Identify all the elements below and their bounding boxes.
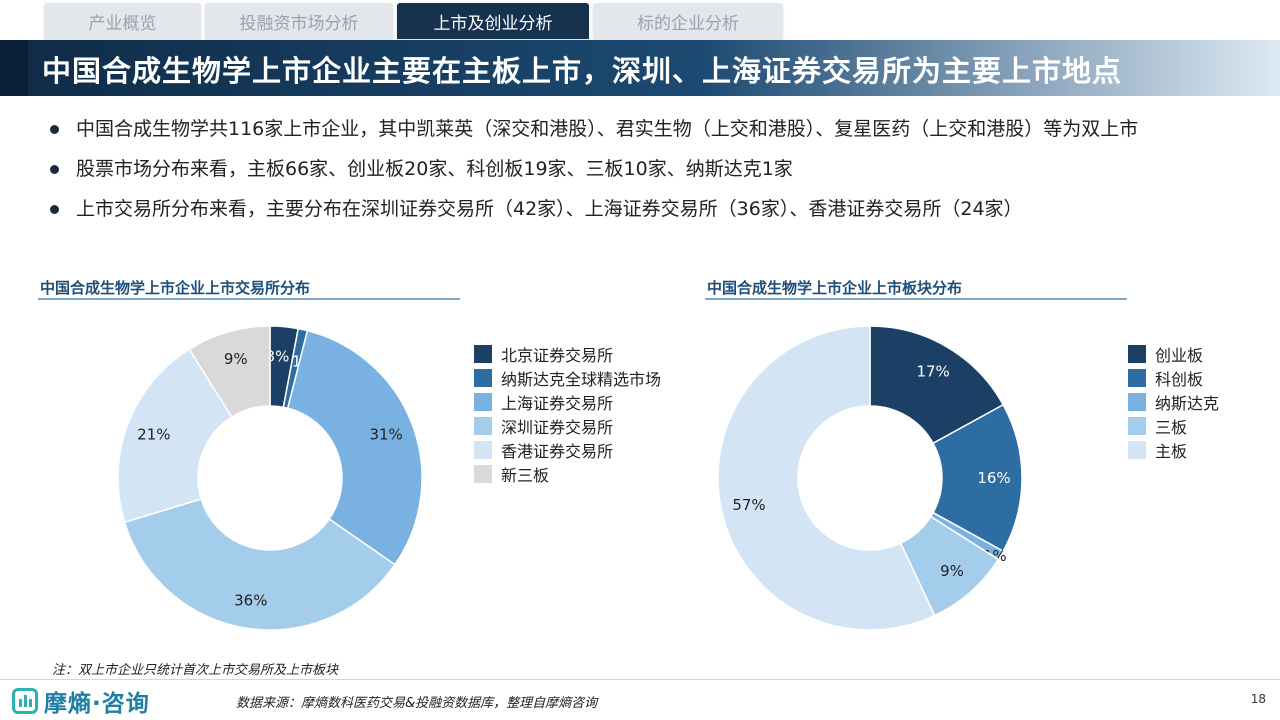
tab-target-companies[interactable]: 标的企业分析 xyxy=(593,3,783,39)
legend-item: 香港证券交易所 xyxy=(474,438,661,462)
legend-label: 纳斯达克全球精选市场 xyxy=(501,370,662,389)
tab-industry-overview[interactable]: 产业概览 xyxy=(44,3,201,39)
logo-text: 摩熵·咨询 xyxy=(44,691,150,717)
legend-label: 上海证券交易所 xyxy=(501,394,614,413)
donut-slice xyxy=(286,329,423,566)
legend-item: 主板 xyxy=(1128,438,1219,462)
slice-label: 3% xyxy=(266,348,290,366)
legend-label: 主板 xyxy=(1155,442,1188,461)
bullet-list: 中国合成生物学共116家上市企业，其中凯莱英（深交和港股）、君实生物（上交和港股… xyxy=(46,114,1246,234)
bullet-text: 上市交易所分布来看，主要分布在深圳证券交易所（42家）、上海证券交易所（36家）… xyxy=(76,198,1023,220)
legend-swatch xyxy=(474,393,492,411)
bullet-text: 股票市场分布来看，主板66家、创业板20家、科创板19家、三板10家、纳斯达克1… xyxy=(76,158,793,180)
legend-item: 科创板 xyxy=(1128,366,1219,390)
bullet-dot xyxy=(50,165,59,174)
bullet-dot xyxy=(50,125,59,134)
legend-label: 新三板 xyxy=(501,466,550,485)
legend-item: 创业板 xyxy=(1128,342,1219,366)
tab-listing-analysis[interactable]: 上市及创业分析 xyxy=(397,3,589,39)
board-donut-chart: 17%16%1%9%57% xyxy=(717,325,1023,631)
exchange-legend: 北京证券交易所纳斯达克全球精选市场 上海证券交易所 深圳证券交易所 香港证券交易所 新三… xyxy=(474,342,661,486)
donut-slice xyxy=(188,325,271,419)
legend-label: 深圳证券交易所 xyxy=(501,418,614,437)
legend-swatch xyxy=(474,369,492,387)
board-legend: 创业板科创板纳斯达克三板主板 xyxy=(1128,342,1219,462)
bullet-item: 股票市场分布来看，主板66家、创业板20家、科创板19家、三板10家、纳斯达克1… xyxy=(46,154,1246,184)
slice-label: 21% xyxy=(137,426,170,444)
legend-swatch xyxy=(1128,393,1146,411)
legend-label: 创业板 xyxy=(1155,346,1204,365)
bullet-item: 中国合成生物学共116家上市企业，其中凯莱英（深交和港股）、君实生物（上交和港股… xyxy=(46,114,1246,144)
legend-swatch xyxy=(1128,345,1146,363)
slice-label: 16% xyxy=(977,469,1010,487)
brand-logo: 摩熵·咨询 xyxy=(12,684,150,718)
tab-investment-analysis[interactable]: 投融资市场分析 xyxy=(205,3,393,39)
footnote: 注：双上市企业只统计首次上市交易所及上市板块 xyxy=(52,663,339,678)
legend-label: 三板 xyxy=(1155,418,1188,437)
donut-slice xyxy=(869,325,1005,445)
legend-label: 香港证券交易所 xyxy=(501,442,614,461)
legend-item: 新三板 xyxy=(474,462,661,486)
slice-label: 9% xyxy=(224,350,248,368)
page-title: 中国合成生物学上市企业主要在主板上市，深圳、上海证券交易所为主要上市地点 xyxy=(42,54,1123,88)
legend-label: 科创板 xyxy=(1155,370,1204,389)
chart-title-rule xyxy=(705,298,1127,300)
chart-title-exchange: 中国合成生物学上市企业上市交易所分布 xyxy=(40,279,311,297)
chart-title-rule xyxy=(38,298,460,300)
bullet-dot xyxy=(50,205,59,214)
donut-slice xyxy=(717,325,936,631)
slice-label: 31% xyxy=(369,426,402,444)
bullet-text: 中国合成生物学共116家上市企业，其中凯莱英（深交和港股）、君实生物（上交和港股… xyxy=(76,118,1139,140)
legend-swatch xyxy=(1128,441,1146,459)
legend-label: 纳斯达克 xyxy=(1155,394,1220,413)
legend-item: 北京证券交易所 xyxy=(474,342,661,366)
logo-mark-icon xyxy=(12,688,38,714)
legend-label: 北京证券交易所 xyxy=(501,346,614,365)
legend-swatch xyxy=(474,465,492,483)
section-tabs: 产业概览 投融资市场分析 上市及创业分析 标的企业分析 xyxy=(44,3,783,41)
slice-label: 36% xyxy=(234,592,267,610)
legend-item: 上海证券交易所 xyxy=(474,390,661,414)
bullet-item: 上市交易所分布来看，主要分布在深圳证券交易所（42家）、上海证券交易所（36家）… xyxy=(46,194,1246,224)
legend-item: 三板 xyxy=(1128,414,1219,438)
legend-swatch xyxy=(474,417,492,435)
slice-label: 17% xyxy=(916,362,949,380)
data-source: 数据来源：摩熵数科医药交易&投融资数据库，整理自摩熵咨询 xyxy=(236,696,598,711)
page-number: 18 xyxy=(1250,692,1266,706)
legend-item: 深圳证券交易所 xyxy=(474,414,661,438)
legend-item: 纳斯达克全球精选市场 xyxy=(474,366,661,390)
title-accent xyxy=(0,40,28,96)
legend-swatch xyxy=(474,441,492,459)
title-bar: 中国合成生物学上市企业主要在主板上市，深圳、上海证券交易所为主要上市地点 xyxy=(0,40,1280,96)
donut-slice xyxy=(123,498,396,631)
donut-slice xyxy=(117,348,233,524)
slice-label: 9% xyxy=(940,562,964,580)
legend-item: 纳斯达克 xyxy=(1128,390,1219,414)
legend-swatch xyxy=(1128,417,1146,435)
chart-title-board: 中国合成生物学上市企业上市板块分布 xyxy=(707,279,963,297)
slice-label: 57% xyxy=(732,496,765,514)
legend-swatch xyxy=(1128,369,1146,387)
exchange-donut-chart: 3%1%31%36%21%9% xyxy=(117,325,423,631)
footer-divider xyxy=(0,679,1280,680)
legend-swatch xyxy=(474,345,492,363)
